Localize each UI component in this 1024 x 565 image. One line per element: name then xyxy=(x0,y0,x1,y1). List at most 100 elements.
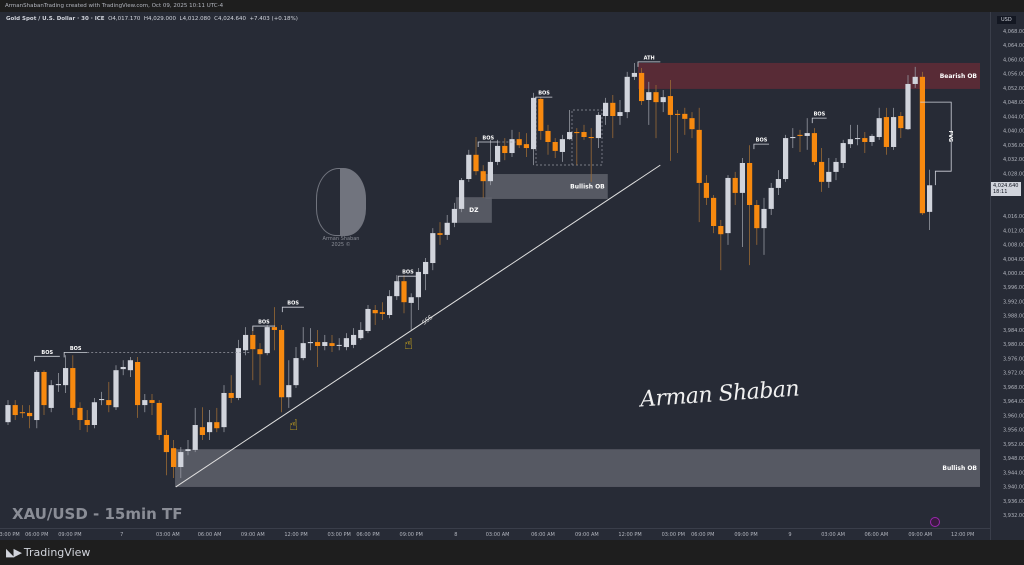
candle-body xyxy=(149,400,155,403)
candle xyxy=(315,329,321,367)
candle-body xyxy=(379,312,385,314)
candle-body xyxy=(63,368,69,386)
candle-body xyxy=(19,412,25,414)
candle xyxy=(862,132,868,154)
bos-line xyxy=(34,355,60,362)
candle-body xyxy=(667,96,673,115)
time-axis[interactable] xyxy=(0,528,990,540)
candle-body xyxy=(264,327,270,354)
candle-body xyxy=(646,92,652,100)
candle xyxy=(487,139,493,186)
candle-body xyxy=(826,171,832,182)
candle-body xyxy=(257,349,263,355)
y-tick-label: 4,032.000 xyxy=(1003,157,1024,163)
candle-body xyxy=(415,271,421,298)
candle-body xyxy=(171,448,177,468)
candle xyxy=(185,439,191,456)
candle-body xyxy=(538,98,544,131)
bos-line xyxy=(252,325,276,332)
candle-body xyxy=(624,76,630,113)
candle-body xyxy=(696,129,702,183)
zone-label: DZ xyxy=(469,207,479,214)
candle-body xyxy=(437,233,443,235)
candle xyxy=(559,134,565,162)
fvg-bracket xyxy=(920,101,952,186)
bos-label: BOS xyxy=(41,350,53,356)
candle xyxy=(545,124,551,155)
y-tick-label: 3,944.000 xyxy=(1003,470,1024,476)
candle-body xyxy=(106,400,112,406)
candle xyxy=(99,391,105,406)
candle xyxy=(430,228,436,271)
x-tick-label: 09:00 AM xyxy=(575,532,599,538)
candle-body xyxy=(329,343,335,346)
y-tick-label: 3,936.000 xyxy=(1003,499,1024,505)
y-tick-label: 3,932.000 xyxy=(1003,513,1024,519)
candle xyxy=(199,407,205,440)
candle xyxy=(444,214,450,240)
bos-label: BOS xyxy=(70,346,82,352)
bos-label: BOS xyxy=(258,320,270,326)
candle xyxy=(387,290,393,319)
candle xyxy=(70,355,76,416)
bos-label: BOS xyxy=(287,301,299,307)
candle-body xyxy=(55,384,61,386)
candle xyxy=(732,171,738,206)
candle-body xyxy=(70,368,76,408)
candle-body xyxy=(243,334,249,351)
candle xyxy=(495,139,501,166)
candle-body xyxy=(163,434,169,453)
candle-body xyxy=(451,208,457,223)
candle-body xyxy=(768,187,774,209)
candle-body xyxy=(595,114,601,139)
candle-body xyxy=(336,344,342,346)
candle-body xyxy=(559,139,565,152)
candle-body xyxy=(891,117,897,147)
candle-body xyxy=(833,161,839,172)
candle-body xyxy=(127,360,133,371)
legend-close: C4,024.640 xyxy=(214,16,246,22)
candle-body xyxy=(91,402,97,426)
bos-line xyxy=(397,275,418,282)
x-tick-label: 03:00 AM xyxy=(821,532,845,538)
y-tick-label: 4,008.000 xyxy=(1003,243,1024,249)
candle-body xyxy=(739,162,745,193)
y-tick-label: 4,016.000 xyxy=(1003,214,1024,220)
candle xyxy=(747,145,753,266)
candle-body xyxy=(5,405,11,423)
economic-events-icon[interactable] xyxy=(930,517,940,527)
candle xyxy=(264,324,270,356)
candle-body xyxy=(574,132,580,134)
bos-label: ATH xyxy=(644,55,655,61)
candle-body xyxy=(819,161,825,182)
candle-body xyxy=(466,154,472,180)
candle xyxy=(811,128,817,166)
candle xyxy=(120,360,126,376)
candle xyxy=(113,365,119,411)
candle-body xyxy=(178,452,184,468)
trendline-label: SSS xyxy=(421,314,434,327)
candle xyxy=(235,339,241,401)
candle xyxy=(156,400,162,440)
currency-label[interactable]: USD xyxy=(997,16,1016,24)
x-tick-label: 03:00 AM xyxy=(156,532,180,538)
candle-body xyxy=(495,145,501,162)
zone-label: Bearish OB xyxy=(940,73,978,80)
candle xyxy=(919,71,925,215)
tradingview-brand[interactable]: ◣▶ TradingView xyxy=(6,546,90,559)
x-tick-label: 06:00 PM xyxy=(25,532,48,538)
tradingview-logo-icon: ◣▶ xyxy=(6,546,22,559)
candle xyxy=(271,307,277,351)
candle xyxy=(221,385,227,433)
candle-body xyxy=(653,92,659,103)
watermark-name: Arman Shaban xyxy=(322,236,360,242)
price-axis[interactable] xyxy=(990,12,1024,540)
brain-icon xyxy=(316,168,366,236)
candle-body xyxy=(228,392,234,398)
candle-body xyxy=(617,112,623,117)
candle-body xyxy=(905,83,911,130)
legend-high: H4,029.000 xyxy=(143,16,177,22)
candle-body xyxy=(898,116,904,129)
x-tick-label: 03:00 PM xyxy=(0,532,20,538)
